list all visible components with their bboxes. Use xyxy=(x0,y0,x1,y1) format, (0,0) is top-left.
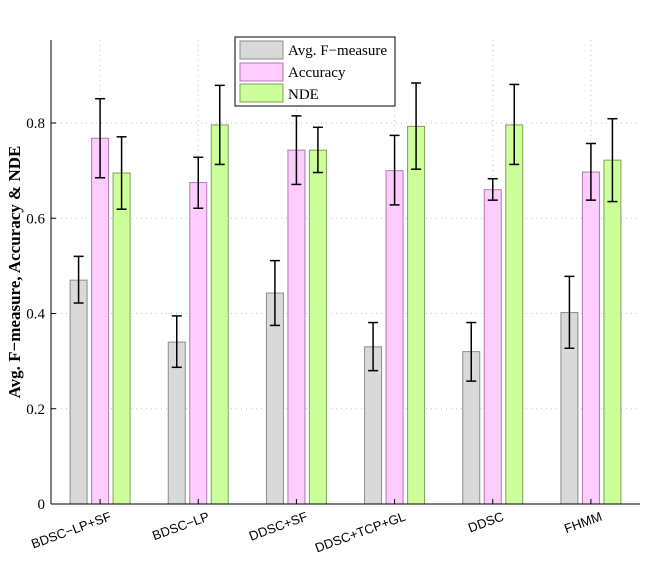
legend-swatch-avg-f-measure xyxy=(239,40,284,60)
x-tick-label: DDSC+TCP+GL xyxy=(313,509,408,556)
y-tick-label: 0.6 xyxy=(26,211,45,227)
bar xyxy=(603,159,622,505)
x-tick-label: BDSC−LP xyxy=(150,509,211,543)
y-tick-label: 0.4 xyxy=(26,307,45,323)
bar xyxy=(581,171,600,505)
bars xyxy=(69,82,622,505)
bar xyxy=(287,149,306,505)
x-tick-label: DDSC xyxy=(466,509,506,536)
bar xyxy=(112,172,131,505)
x-tick-label: DDSC+SF xyxy=(247,509,310,544)
legend-swatch-accuracy xyxy=(239,62,284,82)
legend-label-nde: NDE xyxy=(288,87,319,103)
bar xyxy=(69,279,88,505)
bar xyxy=(407,125,426,505)
bar xyxy=(385,170,404,505)
x-tick-label: FHMM xyxy=(562,509,604,536)
legend: Avg. F−measure Accuracy NDE xyxy=(234,36,396,107)
legend-label-avg-f-measure: Avg. F−measure xyxy=(288,43,387,59)
bar xyxy=(189,182,208,505)
bar xyxy=(91,137,110,505)
x-tick-label: BDSC−LP+SF xyxy=(29,509,113,552)
legend-label-accuracy: Accuracy xyxy=(288,65,346,81)
y-tick-label: 0 xyxy=(38,497,46,513)
y-tick-label: 0.2 xyxy=(26,402,45,418)
y-tick-label: 0.8 xyxy=(26,116,45,132)
bar xyxy=(505,124,524,505)
grid-lines xyxy=(51,40,640,504)
axes xyxy=(50,40,640,505)
bar xyxy=(308,149,327,505)
bar xyxy=(483,189,502,505)
y-ticks: 0 0.2 0.4 0.6 0.8 xyxy=(26,116,592,513)
x-tick-labels: BDSC−LP+SF BDSC−LP DDSC+SF DDSC+TCP+GL DDSC F… xyxy=(29,509,604,556)
legend-swatch-nde xyxy=(239,83,284,103)
bar xyxy=(210,124,229,505)
y-axis-label: Avg. F−measure, Accuracy & NDE xyxy=(5,146,24,399)
